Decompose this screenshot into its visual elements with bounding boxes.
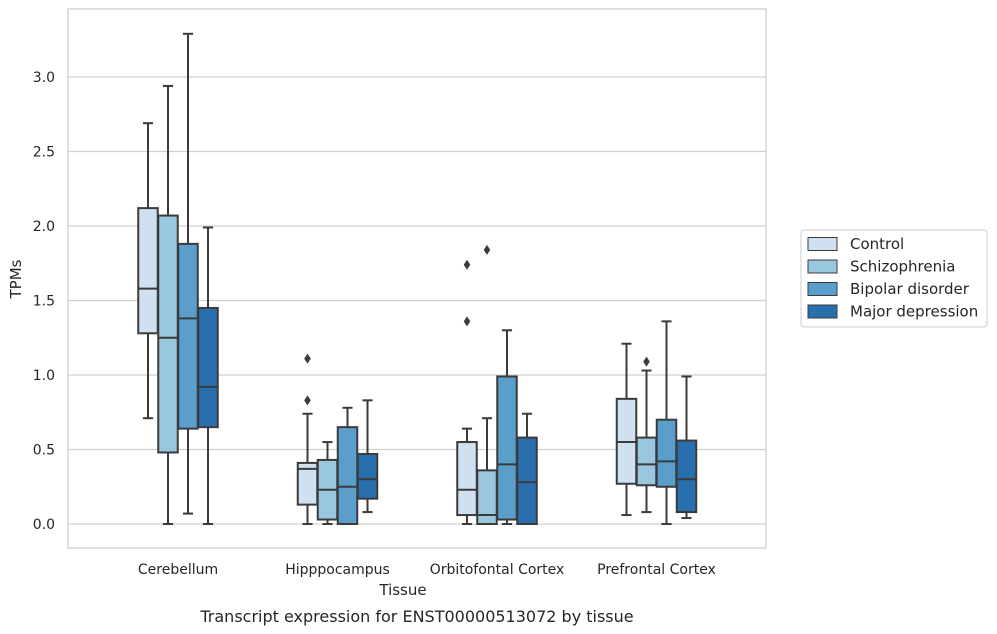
box-iqr [655,418,678,488]
legend-label: Major depression [850,303,978,321]
y-tick-label: 2.0 [33,219,55,235]
boxes [137,32,698,525]
outlier-point [643,356,650,367]
y-tick-label: 1.5 [33,294,55,310]
box-control [296,353,319,525]
y-tick-label: 0.0 [33,517,55,533]
legend-label: Bipolar disorder [850,280,970,298]
y-tick-label: 1.0 [33,368,55,384]
outlier-point [304,353,311,364]
y-tick-label: 0.5 [33,443,55,459]
box-iqr [496,375,518,521]
legend-label: Control [850,235,904,253]
box-major-depression [356,399,379,514]
x-tick-labels: Cerebellum Hipppocampus Orbitofontal Corte… [138,562,716,578]
box-iqr [456,441,478,517]
box-major-depression [197,226,219,525]
box-iqr [356,452,379,500]
box-bipolar-disorder [177,32,199,515]
figure-caption: Transcript expression for ENST0000051307… [199,607,633,626]
outlier-point [463,259,471,270]
legend: Control Schizophrenia Bipolar disorder Majo… [800,229,988,328]
y-tick-label: 2.5 [33,145,55,161]
x-tick-label: Prefrontal Cortex [597,562,716,578]
legend-items: Control Schizophrenia Bipolar disorder Majo… [807,235,978,321]
box-iqr [516,436,538,525]
legend-swatch [807,304,838,319]
legend-swatch [807,282,838,296]
y-tick-label: 3.0 [33,70,55,86]
legend-swatch [807,259,838,274]
y-tick-labels: 0.0 0.5 1.0 1.5 2.0 2.5 3.0 [33,70,55,533]
box-iqr [675,439,698,514]
box-iqr [197,306,219,429]
plot-area-frame [67,8,767,549]
outlier-point [483,244,491,255]
outlier-point [304,395,311,406]
box-iqr [137,207,159,335]
box-iqr [157,214,179,454]
box-iqr [336,426,359,525]
outlier-point [463,316,471,327]
legend-frame [800,229,988,328]
box-iqr [177,242,199,430]
x-tick-label: Hipppocampus [285,562,390,578]
x-axis-label: Tissue [378,581,426,599]
x-tick-label: Orbitofontal Cortex [430,562,565,578]
y-axis-label: TPMs [7,259,25,299]
box-iqr [635,436,658,487]
legend-label: Schizophrenia [850,258,955,276]
legend-swatch [807,237,838,251]
box-major-depression [516,412,538,525]
box-control [456,259,478,525]
x-tick-label: Cerebellum [138,562,218,578]
box-major-depression [675,375,698,520]
